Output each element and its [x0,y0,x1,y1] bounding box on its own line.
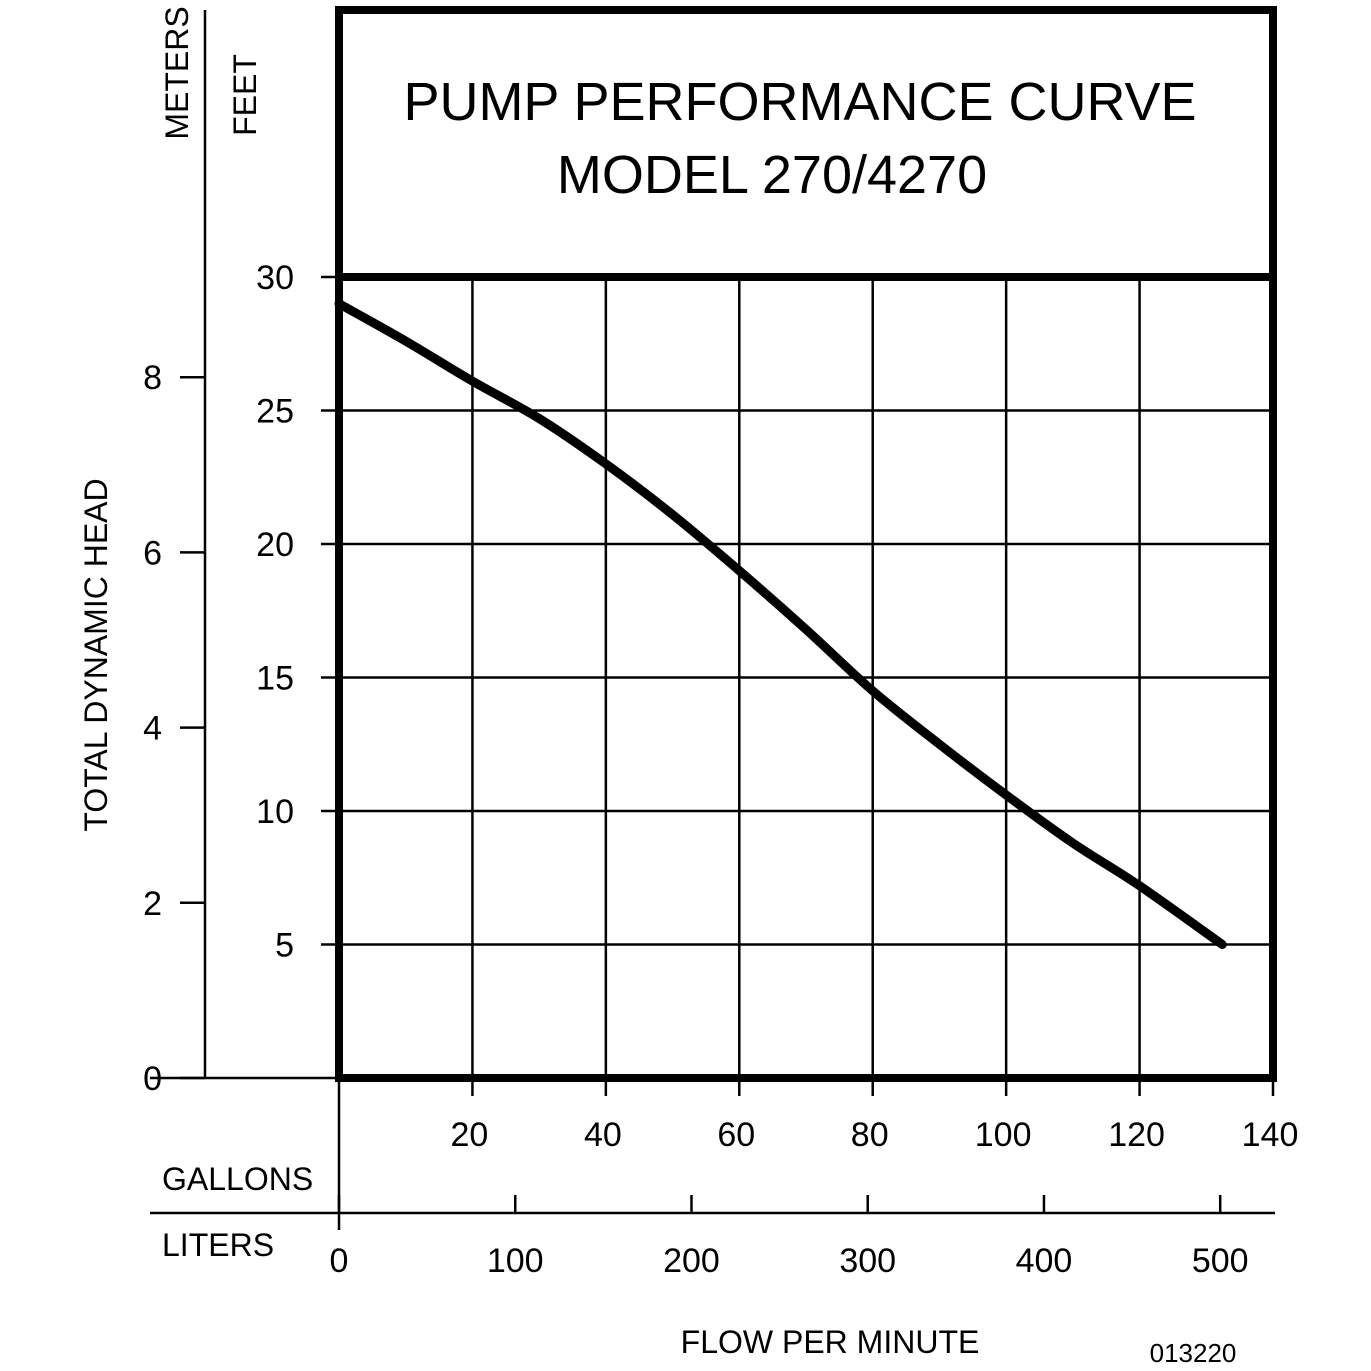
gallons-tick-label: 60 [717,1116,755,1154]
meters-tick-label: 2 [143,885,162,923]
grid [339,277,1273,1078]
gallons-tick-label: 140 [1242,1116,1299,1154]
gallons-tick-label: 20 [451,1116,489,1154]
meters-tick-label: 0 [143,1060,162,1098]
liters-tick-label: 0 [330,1242,349,1280]
x-unit-liters: LITERS [162,1227,274,1263]
y-axis-label: TOTAL DYNAMIC HEAD [78,478,114,831]
liters-tick-label: 500 [1192,1242,1249,1280]
x-unit-gallons: GALLONS [162,1161,313,1197]
feet-tick-label: 10 [256,793,294,831]
meters-tick-label: 4 [143,710,162,748]
feet-tick-label: 20 [256,526,294,564]
figure-code: 013220 [1150,1338,1237,1368]
y-unit-feet: FEET [227,54,263,136]
feet-tick-label: 5 [275,927,294,965]
liters-tick-label: 100 [487,1242,544,1280]
x-axis-label: FLOW PER MINUTE [681,1324,980,1360]
meters-tick-label: 8 [143,359,162,397]
meters-tick-label: 6 [143,534,162,572]
chart-subtitle: MODEL 270/4270 [557,145,987,205]
liters-tick-label: 300 [839,1242,896,1280]
feet-tick-label: 15 [256,660,294,698]
gallons-tick-label: 100 [975,1116,1032,1154]
feet-tick-label: 25 [256,393,294,431]
series-line [334,299,1227,949]
y-unit-meters: METERS [159,6,195,139]
gallons-tick-label: 40 [584,1116,622,1154]
gallons-tick-label: 80 [851,1116,889,1154]
feet-tick-label: 30 [256,259,294,297]
chart-title: PUMP PERFORMANCE CURVE [403,72,1196,132]
liters-tick-label: 400 [1016,1242,1073,1280]
liters-tick-label: 200 [663,1242,720,1280]
gallons-tick-label: 120 [1108,1116,1165,1154]
